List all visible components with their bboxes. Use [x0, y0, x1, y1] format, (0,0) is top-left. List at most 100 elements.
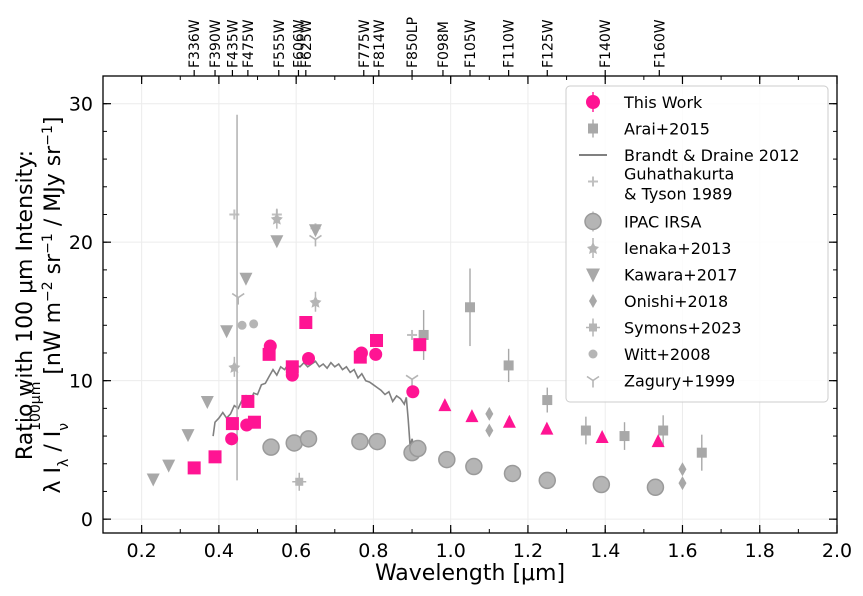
marker-shape — [542, 395, 553, 406]
marker-shape — [586, 95, 600, 109]
marker-circle — [369, 347, 383, 361]
marker-shape — [225, 432, 239, 446]
x-tick-label: 1.0 — [436, 540, 466, 562]
marker-shape — [237, 320, 247, 330]
filter-label: F125W — [540, 19, 556, 68]
filter-label: F814W — [372, 19, 388, 68]
marker-square — [353, 350, 367, 364]
x-axis-title: Wavelength [μm] — [375, 561, 565, 586]
marker-circle — [586, 95, 600, 109]
marker-shape — [485, 406, 494, 421]
marker-shape — [409, 439, 427, 458]
y-tick-label: 10 — [69, 371, 93, 393]
marker-shape — [592, 475, 611, 494]
marker-shape — [181, 429, 195, 443]
filter-label: F098M — [436, 21, 452, 68]
marker-square — [225, 417, 239, 431]
marker-diamond — [678, 462, 687, 477]
marker-square — [503, 360, 514, 371]
marker-triangle — [651, 434, 665, 448]
filter-label: F110W — [502, 19, 518, 68]
marker-square — [413, 338, 427, 352]
marker-shape — [237, 292, 245, 299]
marker-square — [285, 360, 299, 374]
marker-small-circle — [588, 349, 598, 359]
plot-frame — [102, 75, 838, 534]
axis-ticks — [102, 76, 838, 533]
series-ipac-irsa — [262, 430, 665, 497]
marker-square — [465, 302, 475, 313]
x-tick-label: 2.0 — [822, 540, 852, 562]
legend-label: Witt+2008 — [624, 345, 711, 364]
marker-shape — [405, 374, 413, 380]
marker-big-circle — [503, 464, 522, 483]
marker-shape — [418, 329, 429, 340]
marker-square — [241, 394, 255, 408]
marker-shape — [187, 461, 201, 475]
marker-down-triangle — [308, 224, 322, 238]
marker-diamond — [485, 423, 494, 438]
marker-shape — [503, 464, 522, 483]
filter-label: F390W — [208, 19, 224, 68]
marker-shape — [586, 375, 594, 382]
marker-tri-down — [309, 234, 322, 247]
series-kawara-2017 — [146, 224, 322, 487]
marker-shape — [502, 414, 516, 428]
marker-shape — [220, 325, 234, 339]
marker-big-circle — [299, 430, 318, 448]
marker-shape — [299, 316, 313, 330]
legend-label: Symons+2023 — [624, 319, 742, 338]
marker-triangle — [465, 409, 479, 423]
marker-star — [309, 291, 322, 312]
marker-shape — [241, 394, 255, 408]
marker-square — [187, 461, 201, 475]
marker-big-circle — [262, 438, 280, 456]
marker-shape — [696, 447, 707, 458]
marker-shape — [249, 319, 259, 329]
x-tick-label: 1.8 — [745, 540, 775, 562]
x-tick-label: 1.2 — [513, 540, 543, 562]
marker-triangle — [595, 429, 609, 443]
marker-shape — [239, 272, 253, 286]
filter-label: F140W — [598, 19, 614, 68]
filter-label: F336W — [187, 19, 203, 68]
marker-shape — [225, 417, 239, 431]
marker-shape — [465, 457, 483, 476]
marker-shape — [247, 415, 261, 429]
marker-triangle — [502, 414, 516, 428]
x-tick-label: 1.4 — [590, 540, 620, 562]
marker-shape — [592, 375, 600, 382]
marker-plus — [407, 329, 418, 340]
marker-shape — [299, 430, 318, 448]
marker-shape — [651, 434, 665, 448]
data-layer — [146, 114, 707, 497]
marker-big-circle — [409, 439, 427, 458]
x-tick-label: 0.2 — [127, 540, 157, 562]
marker-star — [587, 238, 599, 258]
filter-label: F435W — [225, 19, 241, 68]
marker-square — [247, 415, 261, 429]
marker-square — [299, 316, 313, 330]
marker-square — [658, 425, 669, 436]
marker-shape — [438, 398, 452, 412]
y-tick-label: 20 — [69, 232, 93, 254]
series-symons-2023 — [292, 472, 307, 491]
marker-down-triangle — [162, 459, 176, 473]
filter-label: F555W — [272, 19, 288, 68]
marker-triangle — [540, 421, 554, 435]
marker-big-circle — [584, 212, 602, 231]
filter-label: F850LP — [405, 17, 421, 68]
marker-shape — [351, 432, 369, 451]
marker-tri-down — [586, 375, 600, 388]
marker-square — [542, 395, 553, 406]
marker-big-circle — [538, 471, 557, 490]
marker-shape — [369, 347, 383, 361]
marker-shape — [285, 434, 303, 452]
marker-shape — [678, 476, 687, 491]
marker-down-triangle — [220, 325, 234, 339]
filter-label: F160W — [652, 19, 668, 68]
marker-shape — [586, 268, 600, 283]
marker-tri-down — [231, 292, 245, 305]
marker-shape — [540, 421, 554, 435]
marker-diamond — [485, 406, 494, 421]
